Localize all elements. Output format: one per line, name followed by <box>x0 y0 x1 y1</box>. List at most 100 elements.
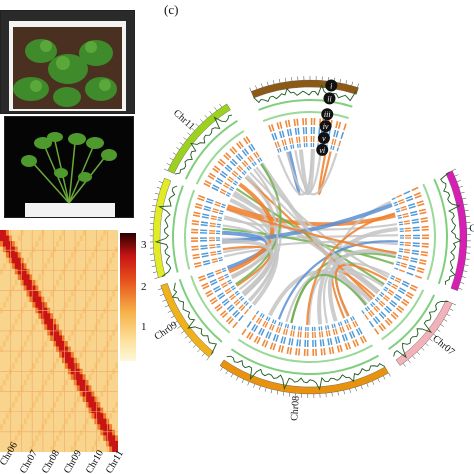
feature-stripe <box>262 320 267 327</box>
heatmap-cell <box>0 268 4 275</box>
feature-stripe <box>401 282 409 288</box>
heatmap-cell <box>20 257 24 264</box>
feature-stripe <box>313 118 316 126</box>
heatmap-cell <box>97 402 101 408</box>
feature-stripe <box>318 326 321 331</box>
heatmap-cell <box>115 241 118 247</box>
heatmap-cell <box>115 346 118 353</box>
heatmap-cell <box>79 279 83 286</box>
heatmap-cell <box>115 374 118 381</box>
feature-stripe <box>238 175 243 179</box>
heatmap-cell <box>115 368 118 375</box>
heatmap-cell <box>26 418 30 425</box>
heatmap-cell <box>94 296 98 303</box>
heatmap-cell <box>61 313 66 320</box>
chromosome-tick <box>279 78 281 83</box>
feature-stripe <box>283 336 287 345</box>
heatmap-cell <box>50 352 54 358</box>
heatmap-cell <box>50 302 54 308</box>
chromosome-tick <box>170 315 175 319</box>
heatmap-cell <box>38 418 42 425</box>
heatmap-cell <box>47 268 51 275</box>
heatmap-cell <box>82 324 86 331</box>
heatmap-cell <box>67 435 72 442</box>
heatmap-cell <box>20 357 24 364</box>
feature-stripe <box>325 330 329 337</box>
synteny-link <box>235 163 282 286</box>
heatmap-cell <box>64 235 69 242</box>
feature-stripe <box>225 152 232 159</box>
feature-stripe <box>332 145 335 151</box>
heatmap-cell <box>47 274 51 281</box>
feature-stripe <box>219 310 227 317</box>
chromosome-tick <box>264 387 267 392</box>
feature-stripe <box>209 244 216 247</box>
heatmap-cell <box>14 252 18 259</box>
heatmap-cell <box>70 390 75 397</box>
heatmap-cell <box>44 313 48 320</box>
heatmap-cell <box>47 374 51 381</box>
heatmap-cell <box>79 246 83 253</box>
feature-stripe <box>214 303 222 310</box>
heatmap-cell <box>44 402 48 408</box>
heatmap-cell <box>79 440 83 447</box>
feature-stripe <box>204 180 212 185</box>
feature-stripe <box>289 128 293 136</box>
heatmap-cell <box>35 268 39 275</box>
synteny-link <box>308 269 381 326</box>
heatmap-cell <box>91 385 95 392</box>
heatmap-cell <box>0 318 4 325</box>
heatmap-cell <box>53 379 57 386</box>
heatmap-cell <box>76 402 80 408</box>
heatmap-cell <box>53 357 57 364</box>
feature-stripe <box>192 256 200 260</box>
heatmap-cell <box>14 313 18 320</box>
heatmap-cell <box>59 291 63 297</box>
heatmap-cell <box>79 274 83 281</box>
heatmap-cell <box>0 446 4 452</box>
heatmap-cell <box>100 368 104 375</box>
feature-stripe <box>209 278 217 284</box>
heatmap-cell <box>109 440 113 447</box>
heatmap-cell <box>56 252 60 259</box>
feature-stripe <box>404 234 411 237</box>
heatmap-cell <box>76 341 80 347</box>
feature-stripe <box>215 179 223 185</box>
heatmap-cell <box>97 341 101 347</box>
feature-stripe <box>258 327 263 335</box>
heatmap-cell <box>14 291 18 297</box>
feature-stripe <box>310 118 313 126</box>
heatmap-cell <box>29 263 33 270</box>
heatmap-cell <box>76 246 80 253</box>
chromosome-tick <box>157 288 162 291</box>
heatmap-cell <box>82 396 86 403</box>
heatmap-cell <box>59 363 63 370</box>
feature-stripe <box>312 136 315 143</box>
heatmap-cell <box>38 429 42 436</box>
heatmap-cell <box>2 396 7 403</box>
gc-track <box>184 189 196 270</box>
feature-stripe <box>383 288 388 292</box>
feature-stripe <box>400 205 407 209</box>
feature-stripe <box>398 221 403 224</box>
heatmap-cell <box>0 379 4 386</box>
heatmap-cell <box>112 418 116 425</box>
feature-stripe <box>278 321 281 326</box>
chromosome-tick <box>425 343 429 347</box>
heatmap-cell <box>38 379 42 386</box>
heatmap-cell <box>5 374 10 381</box>
heatmap-cell <box>67 413 72 419</box>
feature-stripe <box>211 258 218 261</box>
feature-stripe <box>251 314 257 321</box>
heatmap-cell <box>26 390 30 397</box>
feature-stripe <box>234 180 239 184</box>
heatmap-cell <box>29 257 33 264</box>
heatmap-cell <box>17 424 21 431</box>
heatmap-cell <box>115 429 118 436</box>
heatmap-cell <box>88 418 92 425</box>
heatmap-cell <box>94 274 98 281</box>
heatmap-cell <box>112 329 116 336</box>
heatmap-cell <box>50 274 54 281</box>
heatmap-cell <box>17 313 21 320</box>
feature-stripe <box>305 127 308 135</box>
